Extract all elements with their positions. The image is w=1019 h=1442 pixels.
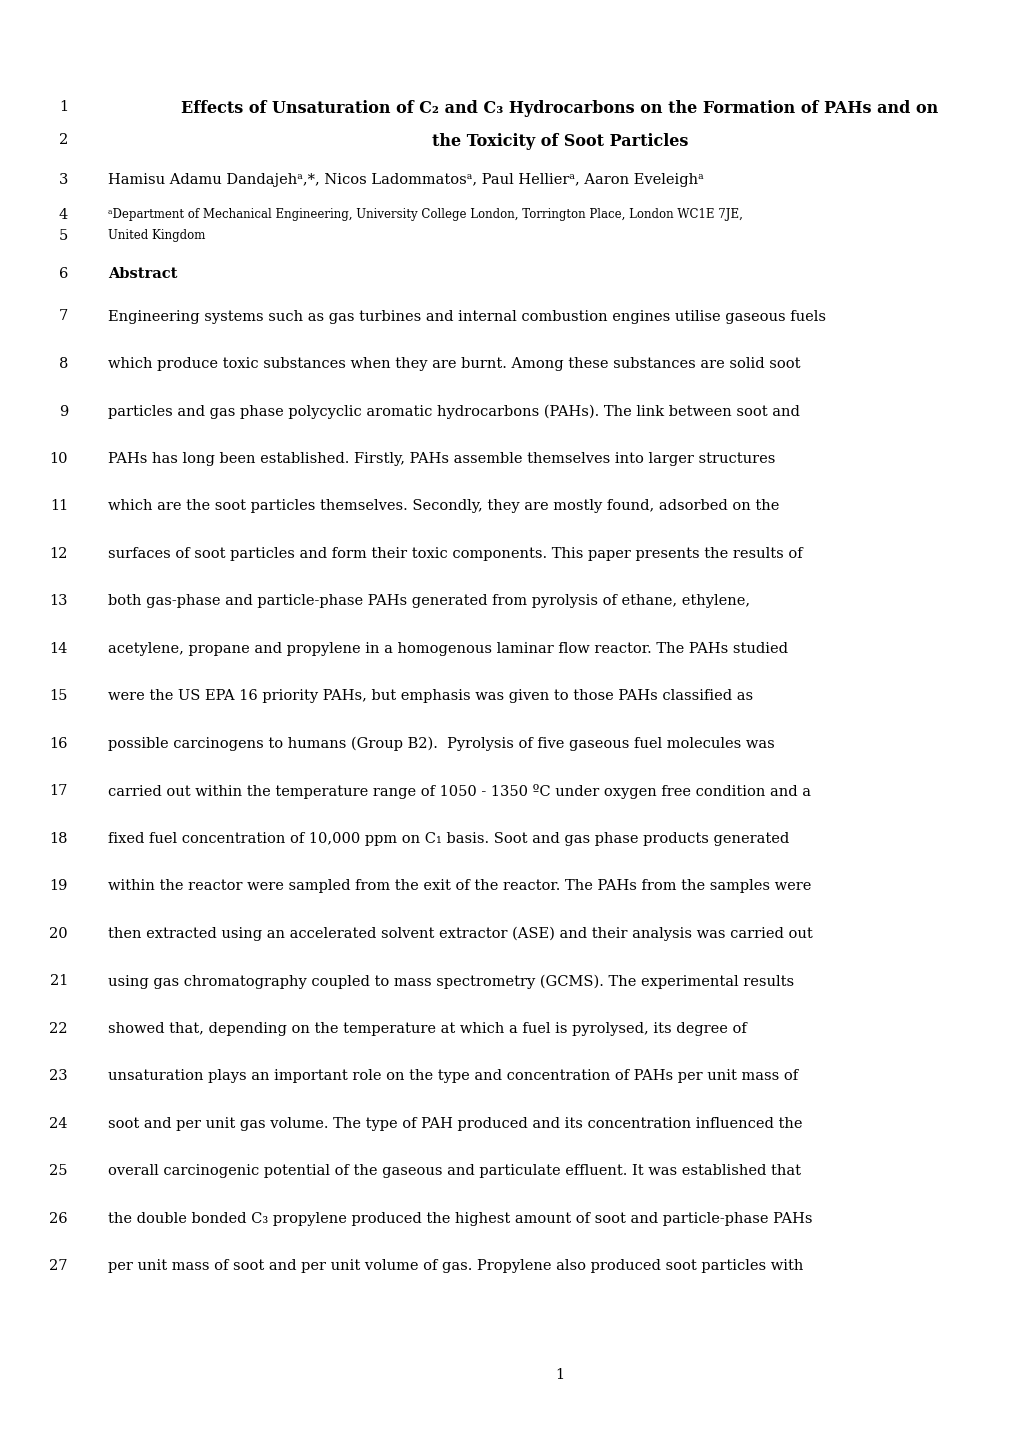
- Text: possible carcinogens to humans (Group B2).  Pyrolysis of five gaseous fuel molec: possible carcinogens to humans (Group B2…: [108, 737, 774, 751]
- Text: which are the soot particles themselves. Secondly, they are mostly found, adsorb: which are the soot particles themselves.…: [108, 499, 779, 513]
- Text: 26: 26: [49, 1211, 68, 1226]
- Text: both gas-phase and particle-phase PAHs generated from pyrolysis of ethane, ethyl: both gas-phase and particle-phase PAHs g…: [108, 594, 749, 609]
- Text: which produce toxic substances when they are burnt. Among these substances are s: which produce toxic substances when they…: [108, 358, 800, 371]
- Text: 7: 7: [59, 310, 68, 323]
- Text: 1: 1: [555, 1368, 564, 1381]
- Text: 5: 5: [59, 229, 68, 244]
- Text: using gas chromatography coupled to mass spectrometry (GCMS). The experimental r: using gas chromatography coupled to mass…: [108, 975, 794, 989]
- Text: 3: 3: [58, 173, 68, 187]
- Text: 17: 17: [50, 784, 68, 799]
- Text: 19: 19: [50, 880, 68, 894]
- Text: 1: 1: [59, 99, 68, 114]
- Text: 8: 8: [58, 358, 68, 371]
- Text: carried out within the temperature range of 1050 - 1350 ºC under oxygen free con: carried out within the temperature range…: [108, 784, 810, 799]
- Text: Effects of Unsaturation of C₂ and C₃ Hydrocarbons on the Formation of PAHs and o: Effects of Unsaturation of C₂ and C₃ Hyd…: [181, 99, 937, 117]
- Text: 4: 4: [59, 208, 68, 222]
- Text: particles and gas phase polycyclic aromatic hydrocarbons (PAHs). The link betwee: particles and gas phase polycyclic aroma…: [108, 405, 799, 418]
- Text: soot and per unit gas volume. The type of PAH produced and its concentration inf: soot and per unit gas volume. The type o…: [108, 1118, 802, 1131]
- Text: acetylene, propane and propylene in a homogenous laminar flow reactor. The PAHs : acetylene, propane and propylene in a ho…: [108, 642, 788, 656]
- Text: 21: 21: [50, 975, 68, 989]
- Text: 24: 24: [50, 1118, 68, 1131]
- Text: then extracted using an accelerated solvent extractor (ASE) and their analysis w: then extracted using an accelerated solv…: [108, 927, 812, 942]
- Text: 6: 6: [58, 268, 68, 281]
- Text: Abstract: Abstract: [108, 268, 177, 281]
- Text: Hamisu Adamu Dandajehᵃ,*, Nicos Ladommatosᵃ, Paul Hellierᵃ, Aaron Eveleighᵃ: Hamisu Adamu Dandajehᵃ,*, Nicos Ladommat…: [108, 173, 703, 187]
- Text: 13: 13: [50, 594, 68, 609]
- Text: 22: 22: [50, 1022, 68, 1035]
- Text: 27: 27: [50, 1259, 68, 1273]
- Text: the double bonded C₃ propylene produced the highest amount of soot and particle-: the double bonded C₃ propylene produced …: [108, 1211, 812, 1226]
- Text: fixed fuel concentration of 10,000 ppm on C₁ basis. Soot and gas phase products : fixed fuel concentration of 10,000 ppm o…: [108, 832, 789, 846]
- Text: 25: 25: [50, 1165, 68, 1178]
- Text: PAHs has long been established. Firstly, PAHs assemble themselves into larger st: PAHs has long been established. Firstly,…: [108, 451, 774, 466]
- Text: 12: 12: [50, 547, 68, 561]
- Text: 23: 23: [49, 1070, 68, 1083]
- Text: 2: 2: [59, 133, 68, 147]
- Text: surfaces of soot particles and form their toxic components. This paper presents : surfaces of soot particles and form thei…: [108, 547, 802, 561]
- Text: 15: 15: [50, 689, 68, 704]
- Text: per unit mass of soot and per unit volume of gas. Propylene also produced soot p: per unit mass of soot and per unit volum…: [108, 1259, 803, 1273]
- Text: 14: 14: [50, 642, 68, 656]
- Text: 10: 10: [50, 451, 68, 466]
- Text: 18: 18: [50, 832, 68, 846]
- Text: 20: 20: [49, 927, 68, 942]
- Text: 9: 9: [59, 405, 68, 418]
- Text: United Kingdom: United Kingdom: [108, 229, 205, 242]
- Text: the Toxicity of Soot Particles: the Toxicity of Soot Particles: [431, 133, 688, 150]
- Text: overall carcinogenic potential of the gaseous and particulate effluent. It was e: overall carcinogenic potential of the ga…: [108, 1165, 800, 1178]
- Text: 16: 16: [50, 737, 68, 751]
- Text: within the reactor were sampled from the exit of the reactor. The PAHs from the : within the reactor were sampled from the…: [108, 880, 810, 894]
- Text: showed that, depending on the temperature at which a fuel is pyrolysed, its degr: showed that, depending on the temperatur…: [108, 1022, 746, 1035]
- Text: ᵃDepartment of Mechanical Engineering, University College London, Torrington Pla: ᵃDepartment of Mechanical Engineering, U…: [108, 208, 742, 221]
- Text: were the US EPA 16 priority PAHs, but emphasis was given to those PAHs classifie: were the US EPA 16 priority PAHs, but em…: [108, 689, 752, 704]
- Text: 11: 11: [50, 499, 68, 513]
- Text: Engineering systems such as gas turbines and internal combustion engines utilise: Engineering systems such as gas turbines…: [108, 310, 825, 323]
- Text: unsaturation plays an important role on the type and concentration of PAHs per u: unsaturation plays an important role on …: [108, 1070, 797, 1083]
